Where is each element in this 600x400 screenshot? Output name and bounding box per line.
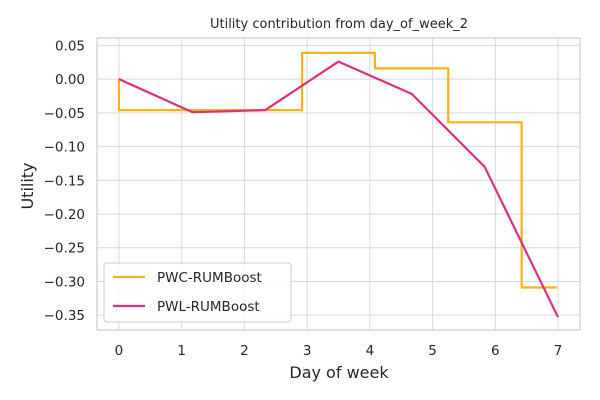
x-axis-label: Day of week: [289, 363, 389, 382]
x-tick-label: 2: [240, 343, 249, 359]
legend-box: [103, 262, 292, 323]
x-tick-label: 7: [554, 343, 563, 359]
x-tick-label: 0: [115, 343, 124, 359]
chart-title: Utility contribution from day_of_week_2: [210, 17, 468, 32]
x-tick-label: 6: [491, 343, 500, 359]
x-tick-labels: 0 1 2 3 4 5 6 7: [115, 343, 563, 359]
series-layer: [117, 51, 560, 318]
x-tick-label: 3: [303, 343, 312, 359]
grid: [97, 38, 580, 330]
series-line-pwc: [117, 51, 557, 289]
y-tick-label: −0.20: [44, 207, 85, 223]
legend: PWC-RUMBoost PWL-RUMBoost: [103, 262, 292, 323]
y-tick-labels: 0.05 0.00 −0.05 −0.10 −0.15 −0.20 −0.25 −0.30 −0…: [44, 38, 85, 324]
y-tick-label: −0.25: [44, 241, 85, 257]
y-tick-label: −0.10: [44, 140, 85, 156]
y-tick-label: 0.05: [55, 38, 85, 54]
y-tick-label: −0.35: [44, 308, 85, 324]
legend-label-pwl: PWL-RUMBoost: [157, 299, 260, 315]
y-tick-label: −0.15: [44, 173, 85, 189]
x-tick-label: 5: [428, 343, 437, 359]
series-line-pwl: [118, 60, 560, 318]
y-tick-label: −0.05: [44, 106, 85, 122]
y-axis-label: Utility: [18, 162, 37, 209]
y-tick-label: 0.00: [55, 72, 85, 88]
plot-area-border: [96, 37, 581, 331]
legend-label-pwc: PWC-RUMBoost: [157, 270, 262, 286]
x-tick-label: 1: [177, 343, 186, 359]
y-tick-label: −0.30: [44, 274, 85, 290]
x-tick-label: 4: [366, 343, 375, 359]
